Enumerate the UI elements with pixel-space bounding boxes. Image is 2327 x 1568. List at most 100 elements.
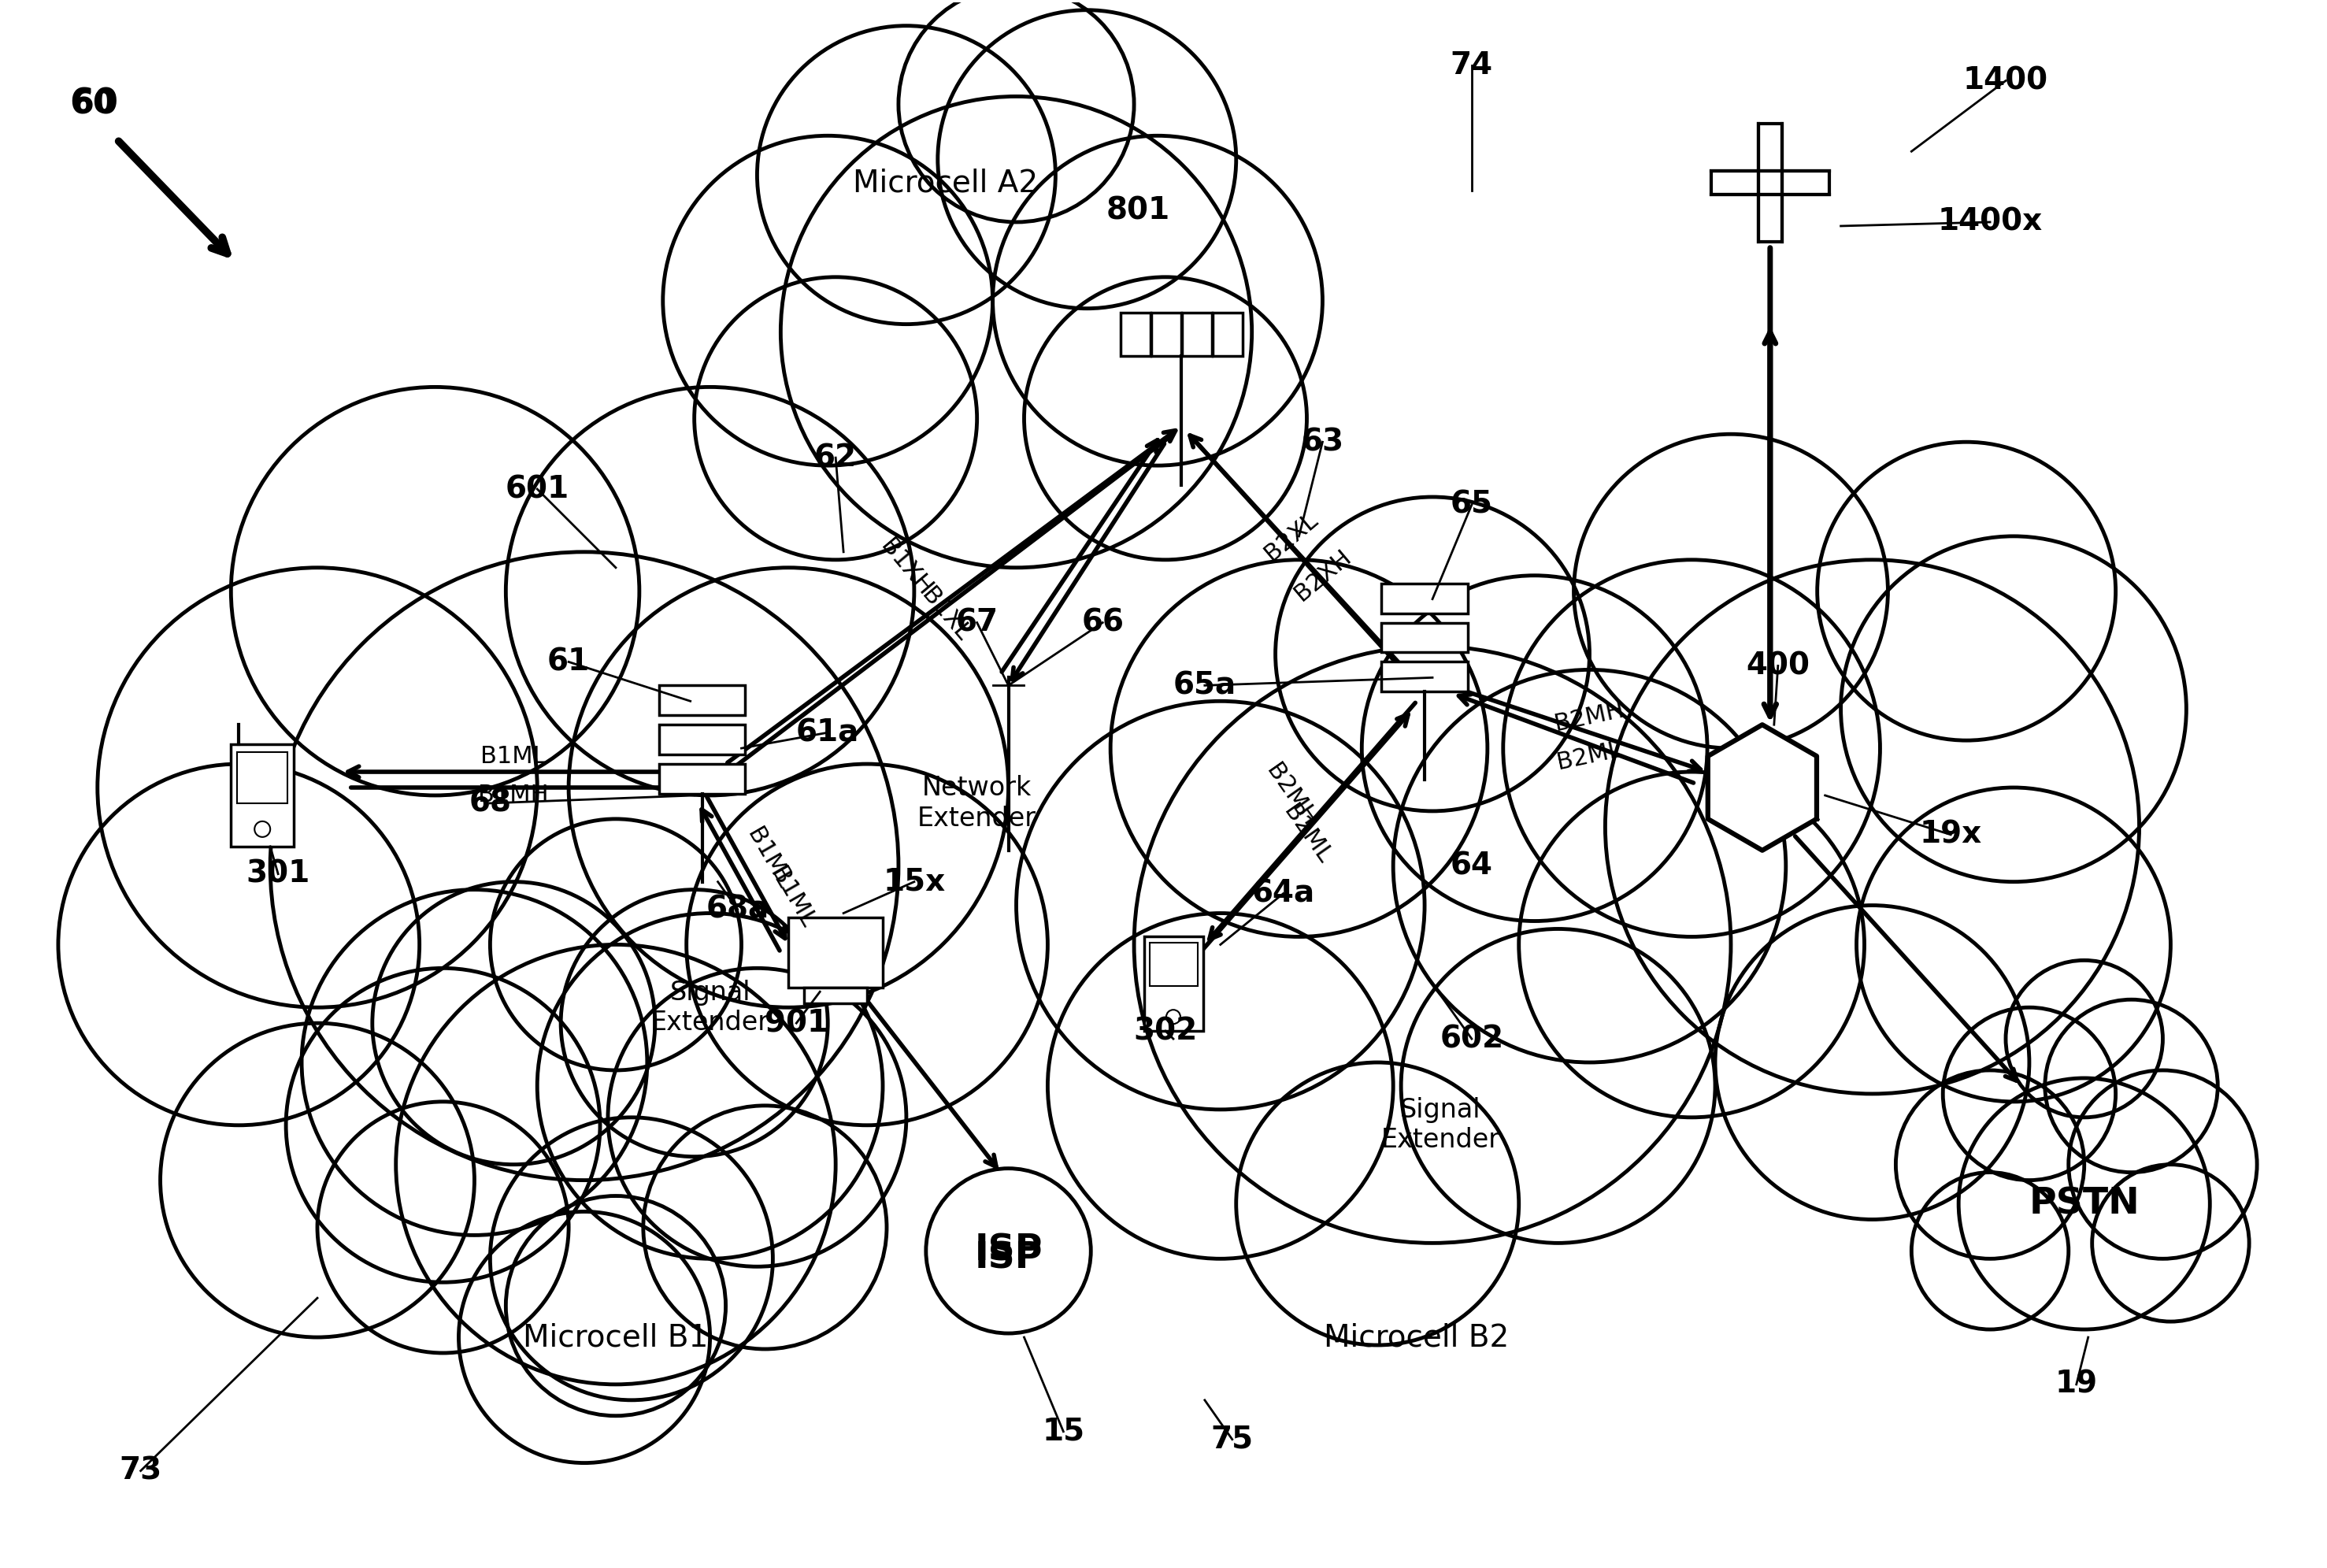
Circle shape (642, 1105, 887, 1348)
Bar (789, 917, 882, 988)
Text: Microcell B1: Microcell B1 (524, 1322, 707, 1352)
Text: B1XH: B1XH (877, 535, 935, 601)
Circle shape (316, 1102, 568, 1353)
Bar (659, 685, 745, 715)
Text: B2XH: B2XH (1289, 546, 1354, 605)
Bar (1759, 124, 1782, 241)
Circle shape (1133, 646, 1731, 1243)
Text: 74: 74 (1450, 50, 1494, 80)
Text: 302: 302 (1133, 1016, 1198, 1046)
Circle shape (1841, 536, 2187, 881)
Bar (1145, 936, 1203, 1032)
Circle shape (2092, 1165, 2250, 1322)
Circle shape (1897, 1071, 2085, 1259)
Text: Network
Extender: Network Extender (917, 775, 1036, 831)
Text: 601: 601 (505, 474, 570, 503)
Text: 60: 60 (70, 88, 119, 121)
Text: 68a: 68a (705, 894, 768, 924)
Circle shape (2006, 960, 2162, 1118)
Text: 67: 67 (956, 608, 998, 638)
Circle shape (756, 25, 1056, 325)
Circle shape (1959, 1079, 2211, 1330)
Circle shape (1017, 701, 1424, 1110)
Circle shape (686, 764, 1047, 1126)
Circle shape (1110, 560, 1487, 936)
Circle shape (2045, 999, 2218, 1173)
Text: Signal
Extender: Signal Extender (652, 980, 770, 1035)
Circle shape (1910, 1173, 2069, 1330)
Text: 301: 301 (247, 859, 309, 889)
Circle shape (926, 1168, 1091, 1333)
Circle shape (491, 1118, 773, 1400)
Circle shape (303, 889, 647, 1236)
Text: 801: 801 (1105, 196, 1170, 226)
Bar (1212, 312, 1243, 356)
Circle shape (1943, 1007, 2115, 1181)
Circle shape (1857, 787, 2171, 1102)
Text: 19x: 19x (1920, 820, 1983, 850)
Text: Signal
Extender: Signal Extender (1380, 1098, 1501, 1154)
Bar (659, 764, 745, 793)
Text: Microcell B2: Microcell B2 (1324, 1322, 1510, 1352)
Text: 602: 602 (1440, 1024, 1503, 1054)
Circle shape (505, 1196, 726, 1416)
Circle shape (1520, 771, 1864, 1118)
Circle shape (1275, 497, 1589, 811)
Text: Microcell A2: Microcell A2 (854, 168, 1038, 198)
Circle shape (372, 881, 654, 1165)
Circle shape (1361, 575, 1708, 920)
Circle shape (994, 136, 1322, 466)
Text: 15: 15 (1042, 1416, 1084, 1447)
Bar (1710, 171, 1829, 194)
Text: 64a: 64a (1252, 878, 1315, 908)
Text: B2MH: B2MH (1261, 760, 1322, 831)
Text: B2MH: B2MH (1552, 698, 1627, 735)
Bar (230, 745, 293, 847)
Circle shape (568, 568, 1008, 1007)
Circle shape (2069, 1071, 2257, 1259)
Circle shape (396, 944, 835, 1385)
Text: ISP: ISP (975, 1240, 1042, 1276)
Text: 400: 400 (1745, 651, 1810, 681)
Circle shape (491, 818, 742, 1071)
Text: 75: 75 (1210, 1424, 1254, 1455)
Bar (1182, 312, 1212, 356)
Text: B1ML: B1ML (742, 825, 796, 892)
Circle shape (938, 9, 1236, 309)
Circle shape (1606, 560, 2139, 1094)
Bar (805, 988, 868, 1004)
Circle shape (58, 764, 419, 1126)
Text: B2ML: B2ML (1554, 739, 1624, 775)
Text: 65: 65 (1450, 489, 1494, 519)
Circle shape (98, 568, 538, 1007)
Bar (659, 724, 745, 754)
Text: 19: 19 (2055, 1369, 2097, 1399)
Text: 73: 73 (119, 1455, 163, 1486)
Text: B1XL: B1XL (917, 583, 975, 646)
Text: 15x: 15x (882, 867, 945, 897)
Text: 65a: 65a (1173, 671, 1236, 701)
Text: 1400: 1400 (1964, 66, 2048, 96)
Circle shape (1715, 905, 2029, 1220)
Circle shape (1236, 1063, 1520, 1345)
Text: B1ML: B1ML (766, 864, 819, 931)
Circle shape (230, 387, 640, 795)
Circle shape (663, 136, 994, 466)
Text: 61: 61 (547, 648, 591, 677)
Bar (1152, 312, 1182, 356)
Circle shape (1503, 560, 1880, 936)
Text: 61a: 61a (796, 718, 859, 748)
Text: PSTN: PSTN (2029, 1185, 2139, 1221)
Circle shape (1047, 913, 1394, 1259)
Circle shape (898, 0, 1133, 223)
Circle shape (286, 967, 600, 1283)
Circle shape (538, 913, 882, 1259)
Text: 62: 62 (814, 442, 856, 472)
Text: ISP: ISP (975, 1232, 1042, 1269)
Bar (1382, 622, 1468, 652)
Circle shape (780, 96, 1252, 568)
Circle shape (1817, 442, 2115, 740)
Text: 63: 63 (1301, 426, 1343, 456)
Circle shape (1573, 434, 1887, 748)
Text: B1ML: B1ML (482, 745, 547, 768)
